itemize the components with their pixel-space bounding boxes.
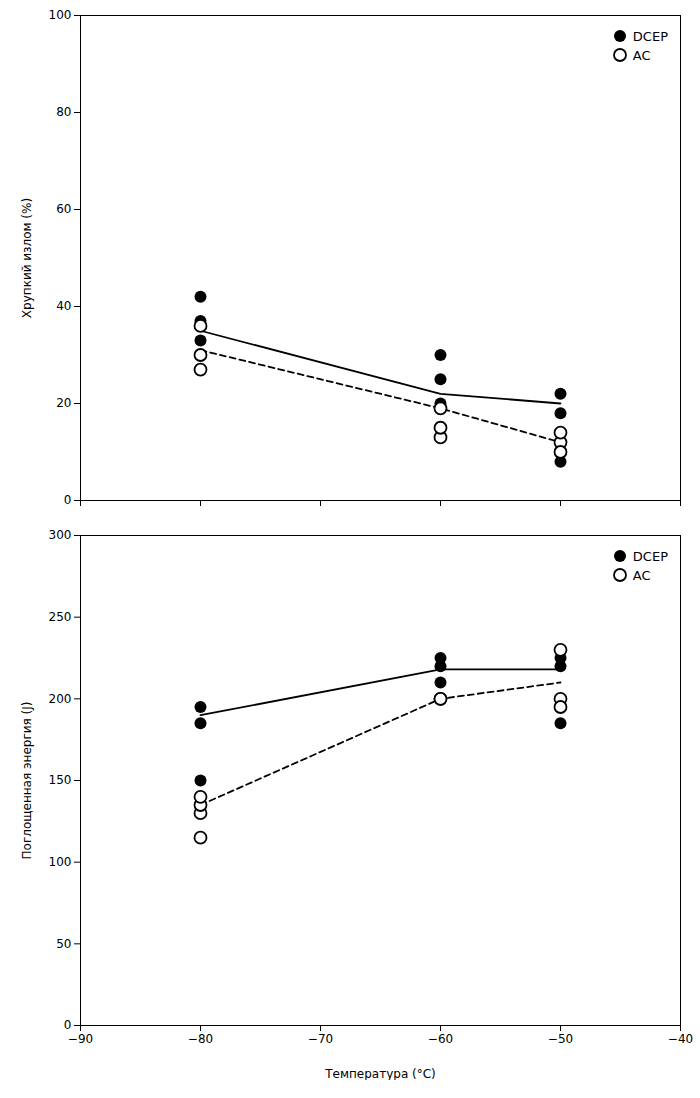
svg-text:−40: −40 bbox=[668, 1032, 693, 1046]
html-text:AC: AC bbox=[632, 47, 651, 63]
svg-text:200: 200 bbox=[49, 692, 72, 706]
svg-text:300: 300 bbox=[49, 528, 72, 542]
svg-text:150: 150 bbox=[49, 773, 72, 787]
svg-text:40: 40 bbox=[56, 299, 71, 313]
svg-text:250: 250 bbox=[49, 610, 72, 624]
svg-text:−70: −70 bbox=[308, 1032, 333, 1046]
svg-text:100: 100 bbox=[49, 8, 72, 22]
svg-text:60: 60 bbox=[56, 202, 71, 216]
svg-text:−90: −90 bbox=[68, 1032, 93, 1046]
svg-text:Хрупкий излом (%): Хрупкий излом (%) bbox=[20, 198, 34, 318]
svg-text:50: 50 bbox=[56, 937, 71, 951]
svg-text:−60: −60 bbox=[428, 1032, 453, 1046]
svg-text:−80: −80 bbox=[188, 1032, 213, 1046]
svg-text:20: 20 bbox=[56, 396, 71, 410]
svg-text:100: 100 bbox=[49, 855, 72, 869]
svg-text:Поглощенная энергия (J): Поглощенная энергия (J) bbox=[20, 702, 34, 860]
svg-text:0: 0 bbox=[64, 493, 72, 507]
html-text:DCEP: DCEP bbox=[632, 28, 668, 44]
svg-text:Температура (°C): Температура (°C) bbox=[324, 1067, 436, 1081]
html-text:DCEP: DCEP bbox=[632, 548, 668, 564]
svg-text:0: 0 bbox=[64, 1018, 72, 1032]
svg-text:80: 80 bbox=[56, 105, 71, 119]
svg-text:−50: −50 bbox=[548, 1032, 573, 1046]
html-text:AC: AC bbox=[632, 567, 651, 583]
